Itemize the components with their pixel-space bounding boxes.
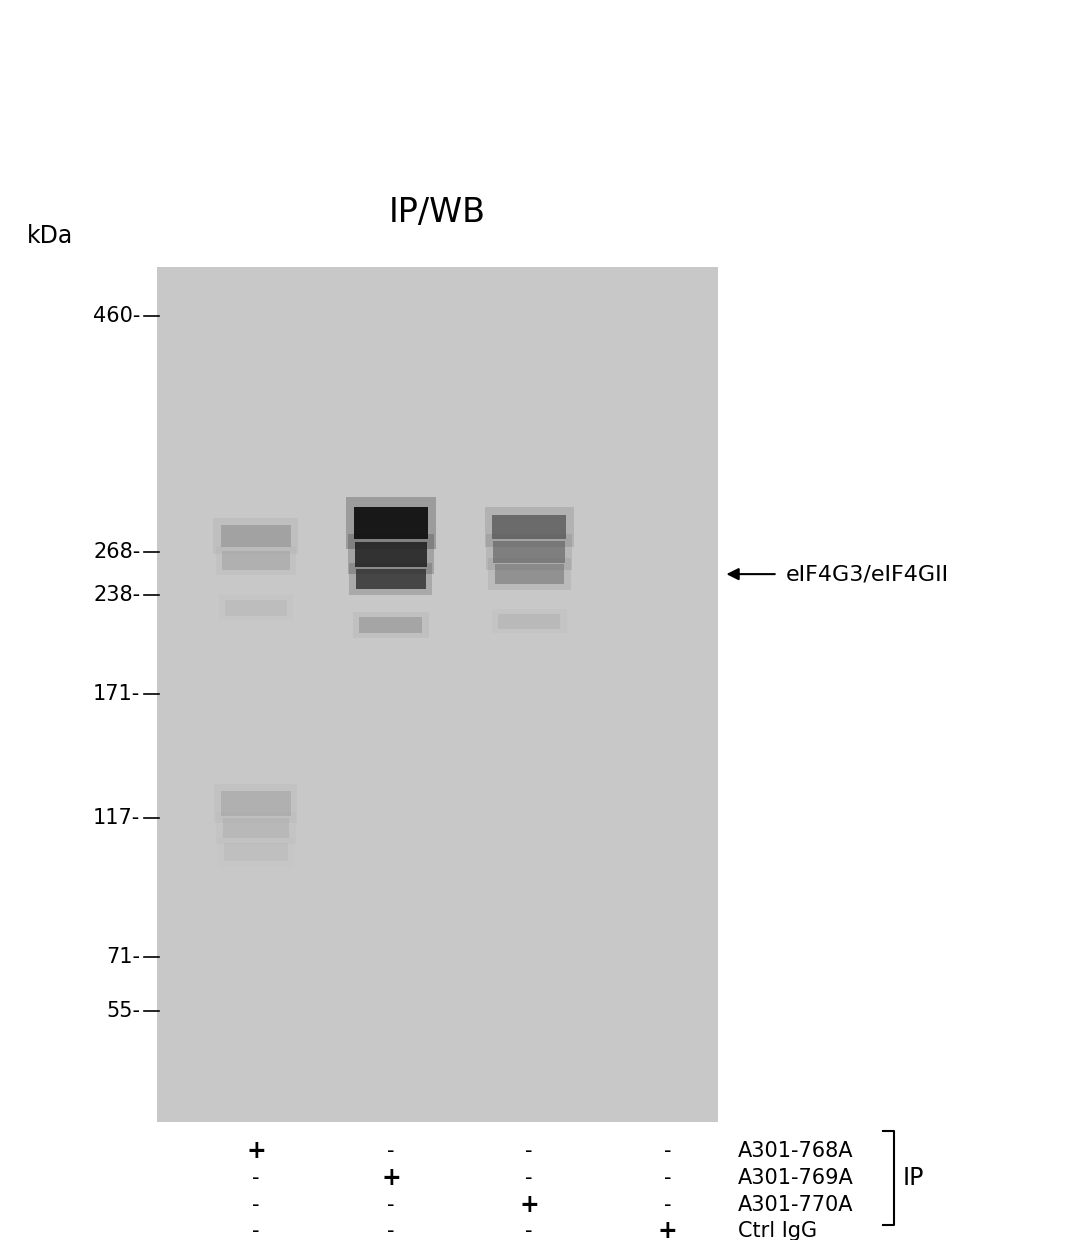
Bar bbox=[221, 791, 291, 816]
Bar bbox=[157, 267, 718, 1122]
Text: Ctrl IgG: Ctrl IgG bbox=[738, 1221, 816, 1240]
Text: -: - bbox=[526, 1141, 532, 1161]
Text: 171-: 171- bbox=[93, 684, 140, 704]
Text: -: - bbox=[664, 1195, 671, 1215]
Text: 238-: 238- bbox=[93, 585, 140, 605]
Bar bbox=[485, 507, 573, 547]
Text: -: - bbox=[253, 1221, 259, 1240]
Bar bbox=[225, 599, 287, 615]
Bar bbox=[486, 534, 572, 569]
Text: -: - bbox=[253, 1168, 259, 1188]
Bar bbox=[220, 525, 292, 547]
Bar bbox=[347, 497, 435, 549]
Text: kDa: kDa bbox=[27, 224, 73, 248]
Text: 460-: 460- bbox=[93, 306, 140, 326]
Bar bbox=[350, 563, 432, 595]
Text: -: - bbox=[388, 1141, 394, 1161]
Bar bbox=[217, 837, 295, 867]
Bar bbox=[356, 569, 426, 589]
Bar bbox=[218, 595, 294, 620]
Text: 71-: 71- bbox=[107, 947, 140, 967]
Bar bbox=[492, 515, 566, 539]
Text: IP: IP bbox=[903, 1166, 924, 1190]
Text: IP/WB: IP/WB bbox=[389, 196, 486, 229]
Bar bbox=[494, 541, 565, 563]
Text: -: - bbox=[388, 1195, 394, 1215]
Text: +: + bbox=[519, 1193, 539, 1218]
Bar bbox=[491, 609, 567, 634]
Text: +: + bbox=[246, 1138, 266, 1163]
Bar bbox=[488, 558, 570, 590]
Text: A301-770A: A301-770A bbox=[738, 1195, 853, 1215]
Text: -: - bbox=[388, 1221, 394, 1240]
Text: -: - bbox=[526, 1221, 532, 1240]
Text: -: - bbox=[664, 1141, 671, 1161]
Text: 268-: 268- bbox=[93, 542, 140, 562]
Bar bbox=[495, 564, 564, 584]
Text: -: - bbox=[253, 1195, 259, 1215]
Text: +: + bbox=[381, 1166, 401, 1190]
Text: 55-: 55- bbox=[107, 1001, 140, 1021]
Bar bbox=[214, 518, 298, 553]
Bar bbox=[222, 818, 289, 838]
Bar bbox=[216, 546, 296, 575]
Text: A301-768A: A301-768A bbox=[738, 1141, 853, 1161]
Text: 117-: 117- bbox=[93, 808, 140, 828]
Bar bbox=[216, 812, 296, 844]
Text: A301-769A: A301-769A bbox=[738, 1168, 853, 1188]
Bar bbox=[498, 614, 561, 629]
Bar bbox=[215, 784, 297, 823]
Text: eIF4G3/eIF4GII: eIF4G3/eIF4GII bbox=[786, 564, 949, 584]
Bar bbox=[354, 507, 428, 539]
Text: -: - bbox=[526, 1168, 532, 1188]
Text: +: + bbox=[658, 1219, 677, 1240]
Text: -: - bbox=[664, 1168, 671, 1188]
Bar bbox=[348, 534, 434, 574]
Bar bbox=[355, 542, 427, 567]
Bar bbox=[222, 551, 289, 569]
Bar bbox=[224, 843, 288, 861]
Bar bbox=[353, 613, 429, 637]
Bar bbox=[360, 618, 422, 632]
